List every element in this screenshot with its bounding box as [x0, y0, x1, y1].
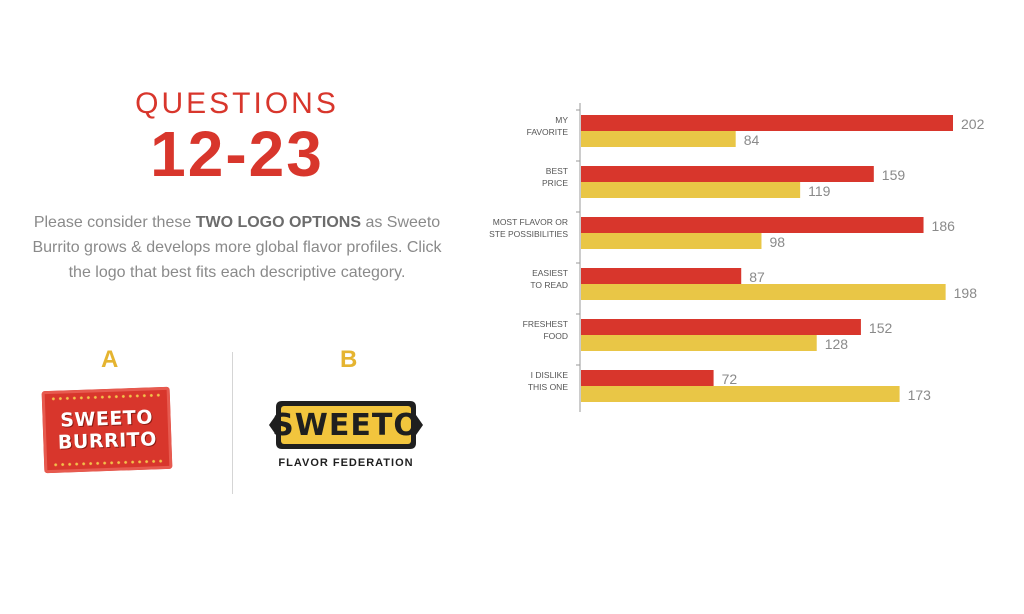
category-label: FAVORITE [527, 127, 569, 137]
data-label: 173 [908, 387, 932, 403]
heading-line2: 12-23 [150, 118, 324, 190]
bar-series-a [581, 268, 742, 284]
bar-series-a [581, 115, 953, 131]
questions-heading: QUESTIONS 12-23 [0, 86, 474, 186]
option-a-letter: A [101, 346, 119, 373]
category-label: PRICE [542, 178, 568, 188]
bar-series-b [581, 386, 900, 402]
category-label: TO READ [530, 280, 568, 290]
category-label: EASIEST [532, 268, 568, 278]
logo-a-dots-bottom [52, 459, 165, 467]
logo-a-line2: BURRITO [57, 428, 158, 454]
data-label: 159 [882, 167, 906, 183]
logo-a-dots-top [49, 393, 162, 401]
logo-option-a[interactable]: SWEETO BURRITO [41, 386, 173, 474]
category-label: FRESHEST [523, 319, 568, 329]
bar-series-a [581, 319, 861, 335]
instructions-part2: as Sweeto Burrito grows & develops more … [32, 214, 442, 281]
options-divider [232, 352, 233, 494]
category-label: I DISLIKE [531, 370, 569, 380]
category-label: MY [555, 115, 568, 125]
data-label: 84 [744, 132, 760, 148]
data-label: 202 [961, 116, 985, 132]
logo-b-subtitle: FLAVOR FEDERATION [278, 457, 414, 469]
data-label: 198 [954, 285, 978, 301]
bar-series-b [581, 284, 946, 300]
bar-series-a [581, 370, 714, 386]
category-label: FOOD [543, 331, 568, 341]
bar-series-b [581, 131, 736, 147]
logo-b-word: SWEETO [272, 407, 420, 443]
logo-a-line1: SWEETO [59, 406, 154, 432]
data-label: 72 [722, 371, 738, 387]
bar-chart: MY FAVORITE 202 84 BEST PRICE 159 119 MOST FLAVO… [489, 103, 985, 412]
bar-series-b [581, 182, 801, 198]
logo-option-b[interactable] [268, 399, 424, 451]
category-label: MOST FLAVOR OR [493, 217, 568, 227]
data-label: 152 [869, 320, 893, 336]
category-label: THIS ONE [528, 382, 568, 392]
data-label: 87 [749, 269, 765, 285]
bar-series-a [581, 166, 874, 182]
instructions-part1: Please consider these [33, 214, 196, 231]
bar-series-b [581, 335, 817, 351]
instructions-bold: TWO LOGO OPTIONS [195, 214, 362, 231]
category-label: STE POSSIBILITIES [489, 229, 568, 239]
bar-series-b [581, 233, 762, 249]
bar-series-a [581, 217, 924, 233]
data-label: 186 [932, 218, 956, 234]
data-label: 119 [808, 183, 831, 199]
heading-line1: QUESTIONS [135, 87, 339, 120]
data-label: 98 [769, 234, 785, 250]
logo-b-badge-inner [281, 406, 411, 444]
instructions-text: Please consider these TWO LOGO OPTIONS a… [20, 210, 454, 285]
data-label: 128 [825, 336, 849, 352]
option-b-letter: B [340, 346, 358, 373]
category-label: BEST [546, 166, 568, 176]
